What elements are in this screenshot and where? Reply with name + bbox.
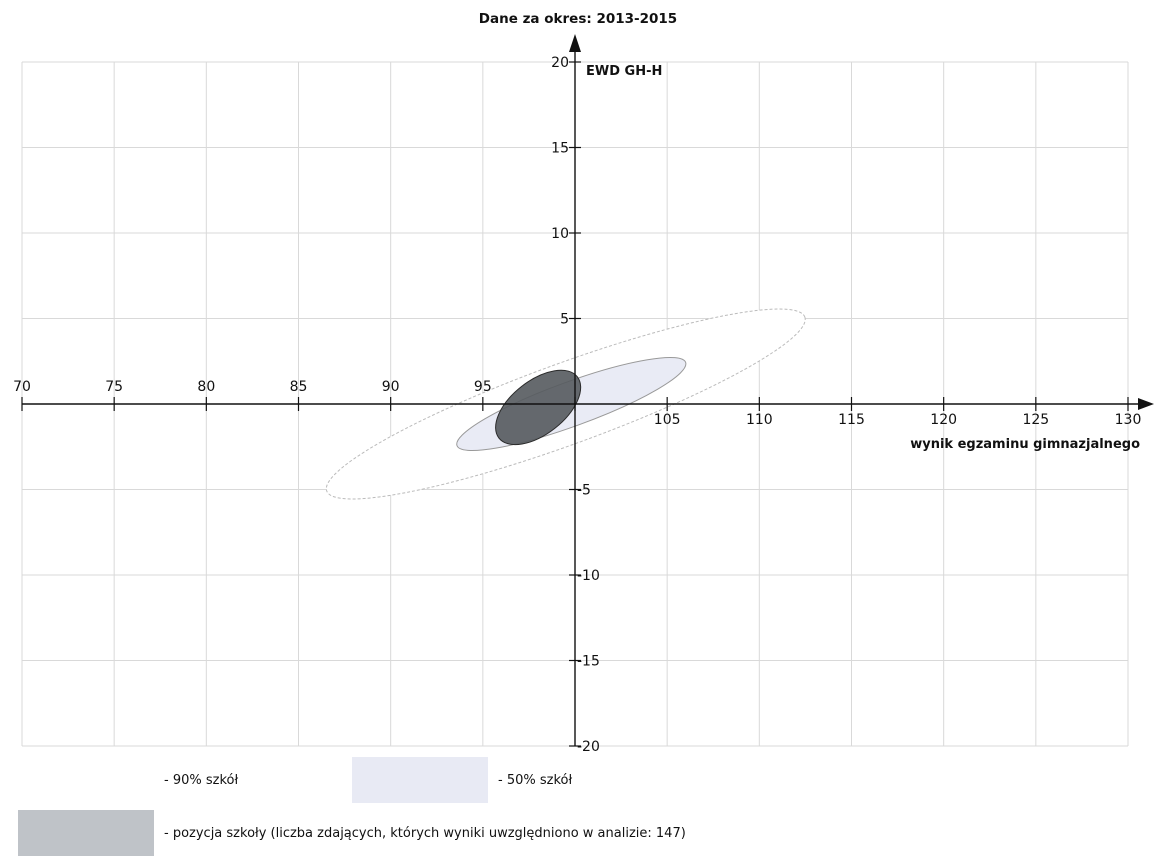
y-tick-label: 20 bbox=[551, 55, 569, 71]
y-axis-label: EWD GH-H bbox=[586, 64, 662, 79]
x-tick-label: 125 bbox=[1022, 412, 1049, 428]
y-axis-arrow-icon bbox=[569, 34, 581, 52]
legend-swatch-90 bbox=[18, 757, 154, 803]
y-tick-label: -20 bbox=[577, 739, 600, 755]
x-tick-label: 110 bbox=[746, 412, 773, 428]
x-tick-label: 115 bbox=[838, 412, 865, 428]
x-tick-label: 105 bbox=[654, 412, 681, 428]
legend-row-1b: - 50% szkół bbox=[352, 757, 572, 803]
legend-row-1: - 90% szkół bbox=[18, 757, 238, 803]
y-tick-label: 5 bbox=[560, 312, 569, 328]
legend-label-school: - pozycja szkoły (liczba zdających, któr… bbox=[164, 825, 686, 841]
x-tick-label: 90 bbox=[382, 379, 400, 395]
legend-swatch-50 bbox=[352, 757, 488, 803]
x-tick-label: 80 bbox=[197, 379, 215, 395]
y-tick-label: -10 bbox=[577, 568, 600, 584]
legend-label-50: - 50% szkół bbox=[498, 772, 573, 788]
legend-label-90: - 90% szkół bbox=[164, 772, 239, 788]
x-tick-label: 75 bbox=[105, 379, 123, 395]
chart-title: Dane za okres: 2013-2015 bbox=[479, 11, 677, 27]
x-axis-label: wynik egzaminu gimnazjalnego bbox=[910, 437, 1140, 452]
y-tick-label: -15 bbox=[577, 654, 600, 670]
x-tick-label: 95 bbox=[474, 379, 492, 395]
legend-swatch-school bbox=[18, 810, 154, 856]
region-pozycja-szko-y bbox=[495, 369, 582, 446]
legend-row-2: - pozycja szkoły (liczba zdających, któr… bbox=[18, 810, 686, 856]
x-tick-label: 85 bbox=[290, 379, 308, 395]
y-tick-label: -5 bbox=[577, 483, 591, 499]
x-tick-label: 70 bbox=[13, 379, 31, 395]
x-axis-arrow-icon bbox=[1138, 398, 1154, 410]
x-tick-label: 120 bbox=[930, 412, 957, 428]
y-tick-label: 15 bbox=[551, 141, 569, 157]
x-tick-label: 130 bbox=[1115, 412, 1142, 428]
y-tick-label: 10 bbox=[551, 226, 569, 242]
